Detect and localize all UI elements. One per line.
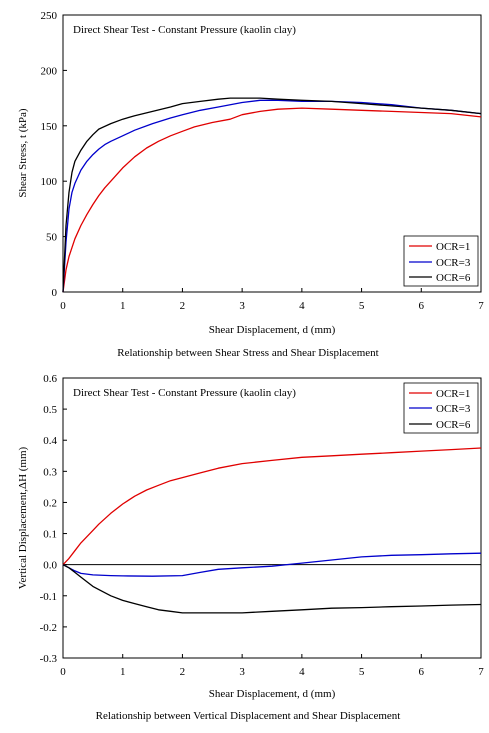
series-line-ocr6 <box>62 97 482 293</box>
x-tick-label: 3 <box>239 300 245 312</box>
y-tick-label: 0.6 <box>43 373 57 385</box>
y-tick-label: 200 <box>41 65 58 77</box>
series-group <box>62 97 482 293</box>
x-tick-label: 5 <box>359 300 365 312</box>
y-tick-label: 0.5 <box>43 404 57 416</box>
y-tick-label: -0.1 <box>40 591 57 603</box>
y-tick-label: 50 <box>46 232 58 244</box>
x-tick-label: 4 <box>299 666 305 678</box>
x-axis-label: Shear Displacement, d (mm) <box>209 324 336 336</box>
series-line-ocr6 <box>62 564 482 614</box>
x-tick-label: 7 <box>478 666 484 678</box>
vertical-displacement-chart: -0.3 -0.2 -0.1 0.0 0.1 0.2 0.3 0.4 0.5 0.6 0 1 2 3 4 5… <box>17 373 484 722</box>
y-tick-label: 0.1 <box>43 529 57 541</box>
x-axis-ticks: 0 1 2 3 4 5 6 7 <box>60 288 484 312</box>
legend-label-ocr1: OCR=1 <box>436 241 470 253</box>
x-axis-ticks: 0 1 2 3 4 5 6 7 <box>60 654 484 678</box>
x-tick-label: 1 <box>120 300 126 312</box>
legend-box <box>403 235 479 287</box>
x-tick-label: 6 <box>419 666 425 678</box>
y-tick-label: 0 <box>52 287 58 299</box>
x-tick-label: 6 <box>419 300 425 312</box>
x-axis-label: Shear Displacement, d (mm) <box>209 688 336 700</box>
y-tick-label: -0.3 <box>40 653 58 665</box>
legend-label-ocr6: OCR=6 <box>436 419 471 431</box>
y-tick-label: 0.2 <box>43 497 57 509</box>
x-tick-label: 0 <box>60 300 66 312</box>
legend-label-ocr6: OCR=6 <box>436 272 471 284</box>
y-tick-label: 150 <box>41 121 58 133</box>
y-tick-label: 100 <box>41 176 58 188</box>
y-tick-label: 250 <box>41 10 58 22</box>
y-axis-label: Shear Stress, t (kPa) <box>17 108 29 198</box>
y-tick-label: 0.0 <box>43 560 57 572</box>
y-axis-ticks: 0 50 100 150 200 250 <box>41 10 67 299</box>
legend-label-ocr1: OCR=1 <box>436 388 470 400</box>
x-tick-label: 7 <box>478 300 484 312</box>
legend-label-ocr3: OCR=3 <box>436 403 471 415</box>
chart-title: Direct Shear Test - Constant Pressure (k… <box>73 24 296 36</box>
y-tick-label: -0.2 <box>40 622 57 634</box>
legend: OCR=1 OCR=3 OCR=6 <box>403 235 479 287</box>
series-group <box>62 447 482 614</box>
y-axis-ticks: -0.3 -0.2 -0.1 0.0 0.1 0.2 0.3 0.4 0.5 0.6 <box>40 373 67 665</box>
x-tick-label: 5 <box>359 666 365 678</box>
series-line-ocr1 <box>62 107 482 293</box>
chart-caption: Relationship between Vertical Displaceme… <box>96 710 401 722</box>
legend: OCR=1 OCR=3 OCR=6 <box>403 382 479 434</box>
x-tick-label: 2 <box>180 300 186 312</box>
y-tick-label: 0.4 <box>43 435 57 447</box>
shear-stress-chart: 0 50 100 150 200 250 0 1 2 3 4 5 6 7 Direct Shear Te… <box>17 10 484 359</box>
x-tick-label: 1 <box>120 666 126 678</box>
x-tick-label: 0 <box>60 666 66 678</box>
chart-title: Direct Shear Test - Constant Pressure (k… <box>73 387 296 399</box>
legend-label-ocr3: OCR=3 <box>436 257 471 269</box>
x-tick-label: 2 <box>180 666 186 678</box>
series-line-ocr3 <box>62 552 482 577</box>
series-line-ocr1 <box>62 447 482 566</box>
y-tick-label: 0.3 <box>43 466 57 478</box>
x-tick-label: 4 <box>299 300 305 312</box>
y-axis-label: Vertical Displacement,ΔH (mm) <box>17 446 29 589</box>
chart-caption: Relationship between Shear Stress and Sh… <box>117 347 379 359</box>
x-tick-label: 3 <box>239 666 245 678</box>
